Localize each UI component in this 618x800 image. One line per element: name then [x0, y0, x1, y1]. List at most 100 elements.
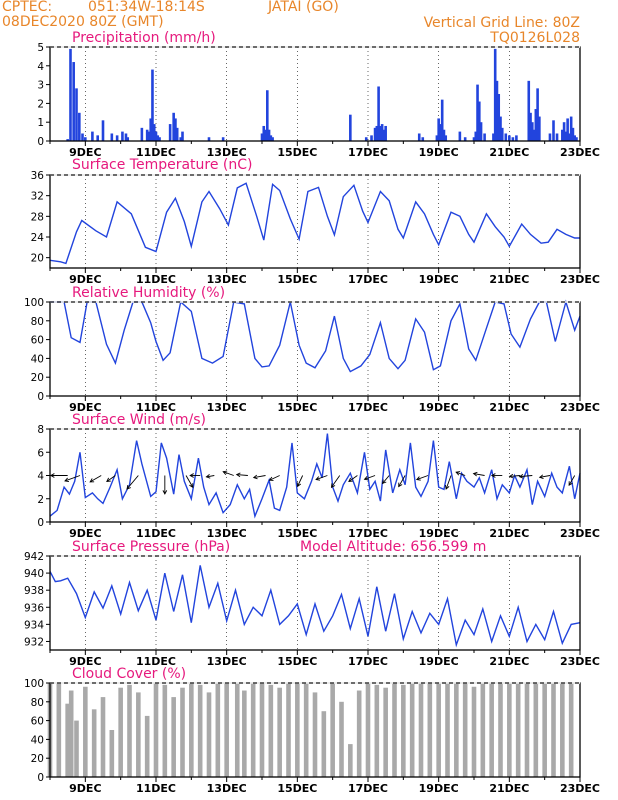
precip-bar [179, 137, 183, 141]
cloud-bar [321, 711, 327, 777]
cloud-bar [259, 683, 265, 777]
precip-bar [492, 133, 495, 141]
wind-arrow-head [162, 490, 168, 495]
x-tick-label: 17DEC [348, 146, 388, 159]
y-tick-label: 3 [37, 80, 44, 92]
y-tick-label: 20 [31, 253, 44, 265]
precip-bar [84, 137, 87, 141]
precip-bar [380, 124, 384, 141]
cloud-bar [242, 690, 247, 777]
wind-arrow-shaft [473, 473, 485, 476]
pressure-line [49, 565, 581, 648]
x-tick-label: 21DEC [489, 782, 529, 795]
y-tick-label: 40 [31, 734, 44, 746]
wind-arrow-head [398, 482, 403, 488]
cloud-bar [542, 683, 547, 777]
cloud-bar [100, 697, 106, 777]
cloud-bar [454, 683, 459, 777]
wind-arrow [363, 475, 376, 481]
x-tick-label: 15DEC [277, 146, 317, 159]
precip-bar [126, 137, 130, 141]
y-tick-label: 4 [37, 61, 44, 73]
cloud-bar [427, 683, 433, 777]
cloud-bar [268, 684, 274, 777]
cloud-bar [480, 683, 486, 777]
precip-bar [221, 137, 225, 141]
x-tick-label: 21DEC [489, 527, 529, 540]
wind-arrow [518, 474, 533, 479]
x-tick-label: 15DEC [277, 401, 317, 414]
cloud-bar [74, 720, 79, 777]
precip-bar [497, 94, 501, 141]
y-tick-label: 932 [24, 636, 44, 648]
cloud-bar [189, 683, 194, 777]
wind-arrow-shaft [126, 475, 139, 490]
cloud-bar [524, 683, 530, 777]
precip-bar [78, 112, 81, 141]
cloud-panel: 0 20 40 60 80 100 9DEC 11DEC 13DEC 15DEC 17DEC 19DE… [24, 678, 600, 795]
y-tick-label: 80 [31, 316, 44, 328]
x-tick-label: 9DEC [69, 655, 101, 668]
y-tick-label: 8 [37, 424, 44, 436]
precip-bar [364, 137, 368, 141]
wind-arrow-head [252, 474, 258, 480]
x-tick-label: 21DEC [489, 273, 529, 286]
precip-bar [264, 129, 267, 141]
cloud-bar [286, 683, 291, 777]
precip-bar [260, 133, 264, 141]
wind-arrow-shaft [509, 475, 520, 477]
precip-bar [463, 137, 467, 141]
precip-bar [493, 48, 497, 141]
precip-bar [483, 133, 486, 141]
wind-arrow-head [222, 470, 228, 475]
x-tick-label: 17DEC [348, 401, 388, 414]
wind-arrow [89, 475, 102, 483]
precip-bar [66, 139, 69, 141]
precip-bar [145, 129, 149, 141]
y-tick-label: 36 [31, 170, 45, 182]
cloud-bar [206, 692, 212, 777]
cloud-bar [436, 683, 441, 777]
cloud-bar [409, 683, 415, 777]
wind-arrow-shaft [398, 475, 406, 487]
precip-bar [569, 116, 573, 141]
wind-arrow-shaft [223, 471, 234, 476]
header-station: JATAI (GO) [267, 0, 339, 15]
wind-arrow [538, 474, 551, 480]
wind-arrow-head [568, 481, 573, 487]
wind-title: Surface Wind (m/s) [72, 412, 206, 428]
cloud-bar [551, 683, 556, 777]
wind-arrow [252, 474, 266, 480]
y-tick-label: 100 [24, 297, 44, 309]
wind-arrow-shaft [382, 475, 390, 484]
precip-bar [474, 131, 478, 141]
precip-bar [442, 129, 446, 141]
y-tick-label: 0 [37, 772, 44, 784]
x-tick-label: 19DEC [419, 273, 459, 286]
cloud-bar [250, 683, 256, 777]
wind-arrow [162, 475, 168, 495]
x-tick-label: 23DEC [560, 782, 600, 795]
wind-panel: 0 2 4 6 8 9DEC 11DEC 13DEC 15DEC 17DEC 19DEC 21DEC 2… [37, 424, 600, 540]
y-tick-label: 60 [31, 716, 44, 728]
precip-bar [508, 135, 511, 141]
cloud-bar [127, 684, 132, 777]
x-tick-label: 15DEC [277, 273, 317, 286]
wind-arrow [568, 475, 576, 487]
y-tick-label: 942 [24, 551, 44, 563]
cloud-bar [118, 687, 123, 777]
precip-bar [121, 131, 124, 141]
wind-arrow [126, 475, 139, 490]
cloud-bar [418, 683, 424, 777]
cloud-bar [162, 684, 168, 777]
precip-bar [562, 122, 566, 141]
x-tick-label: 11DEC [136, 782, 176, 795]
precip-bar [115, 135, 119, 141]
wind-arrow-shaft [185, 475, 194, 488]
cloud-bar [471, 686, 477, 777]
wind-arrow [381, 475, 390, 485]
precip-bar [262, 125, 266, 141]
humidity-title: Relative Humidity (%) [72, 285, 225, 301]
precip-bar [266, 90, 269, 141]
precip-bar [479, 122, 483, 141]
